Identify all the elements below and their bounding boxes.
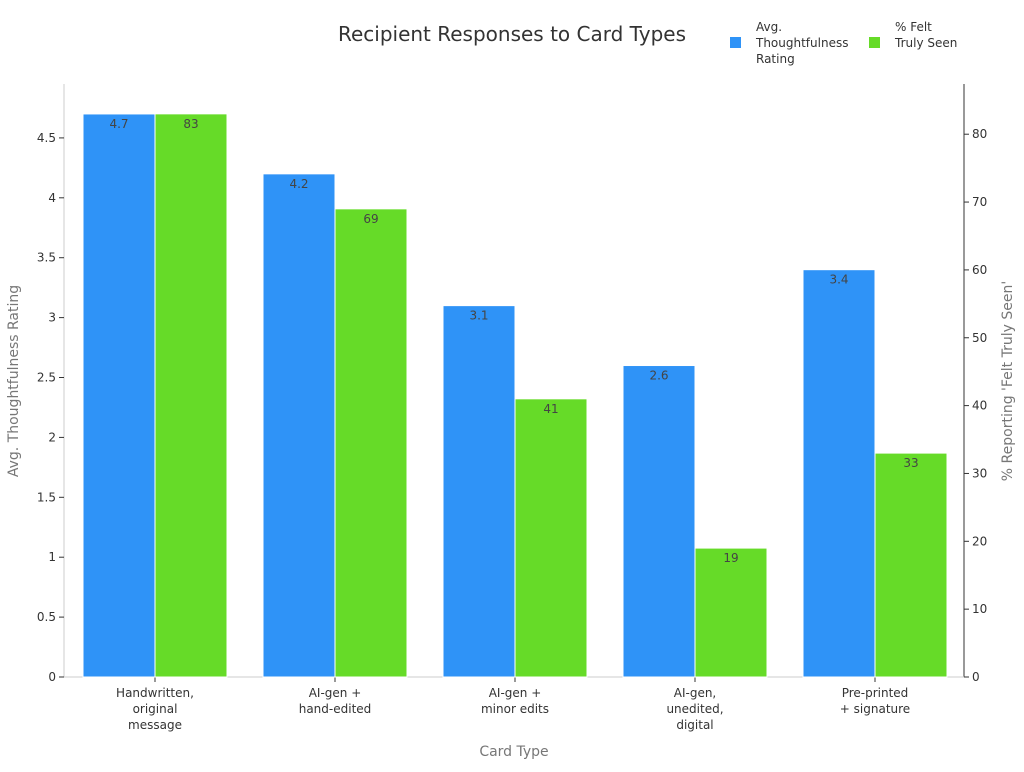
left-y-axis: 0 0.5 1 1.5 2 2.5 3 3.5 4 4.5 [37,84,65,684]
right-y-axis: 0 10 20 30 40 50 60 70 80 [963,84,987,684]
left-axis-tick-label: 0.5 [37,610,56,624]
right-axis-tick-label: 70 [972,195,987,209]
right-axis-tick-label: 30 [972,466,987,480]
felt-seen-bar-label: 19 [723,551,738,565]
legend-swatch-felt-seen [869,37,880,48]
thoughtfulness-bar-label: 4.2 [289,177,308,191]
left-axis-tick-label: 4 [48,191,56,205]
legend: Avg. Thoughtfulness Rating % Felt Truly Seen [730,20,957,66]
x-axis: Handwritten, original message AI-gen + hand-… [64,676,964,732]
left-axis-tick-label: 1 [48,550,56,564]
left-axis-tick-label: 3 [48,311,56,325]
x-axis-tick-label: Pre-printed + signature [840,686,910,716]
x-axis-tick-label: Handwritten, original message [116,686,194,732]
thoughtfulness-bar-label: 3.4 [829,273,848,287]
felt-seen-bar [334,208,408,678]
left-axis-tick-label: 2.5 [37,371,56,385]
thoughtfulness-bar [442,305,516,678]
x-axis-tick-label: AI-gen + hand-edited [299,686,372,716]
left-axis-tick-label: 2 [48,430,56,444]
felt-seen-bar-label: 41 [543,402,558,416]
felt-seen-bar [154,113,228,678]
thoughtfulness-bar-label: 3.1 [469,309,488,323]
felt-seen-bar-label: 69 [363,212,378,226]
legend-label-thoughtfulness: Avg. Thoughtfulness Rating [755,20,848,66]
right-axis-tick-label: 40 [972,399,987,413]
x-axis-tick-label: AI-gen + minor edits [481,686,549,716]
legend-label-felt-seen: % Felt Truly Seen [894,20,957,50]
chart-title: Recipient Responses to Card Types [338,22,686,46]
x-axis-tick-label: AI-gen, unedited, digital [666,686,723,732]
left-axis-tick-label: 0 [48,670,56,684]
right-axis-tick-label: 0 [972,670,980,684]
right-axis-tick-label: 80 [972,127,987,141]
thoughtfulness-bar-label: 4.7 [109,117,128,131]
x-axis-title: Card Type [479,744,548,760]
right-axis-tick-label: 10 [972,602,987,616]
thoughtfulness-bar-label: 2.6 [649,369,668,383]
bars [82,113,948,678]
right-axis-title: % Reporting 'Felt Truly Seen' [1000,281,1016,481]
felt-seen-bar [694,547,768,678]
bar-labels: 4.7 4.2 3.1 2.6 3.4 83 69 41 19 33 [109,117,918,565]
felt-seen-bar-label: 83 [183,117,198,131]
legend-swatch-thoughtfulness [730,37,741,48]
thoughtfulness-bar [82,113,156,678]
thoughtfulness-bar [802,269,876,678]
left-axis-tick-label: 3.5 [37,251,56,265]
felt-seen-bar [514,398,588,678]
right-axis-tick-label: 50 [972,331,987,345]
right-axis-tick-label: 20 [972,534,987,548]
left-axis-title: Avg. Thoughtfulness Rating [6,285,22,477]
thoughtfulness-bar [622,365,696,678]
thoughtfulness-bar [262,173,336,678]
felt-seen-bar [874,452,948,678]
left-axis-tick-label: 1.5 [37,490,56,504]
felt-seen-bar-label: 33 [903,456,918,470]
right-axis-tick-label: 60 [972,263,987,277]
left-axis-tick-label: 4.5 [37,131,56,145]
